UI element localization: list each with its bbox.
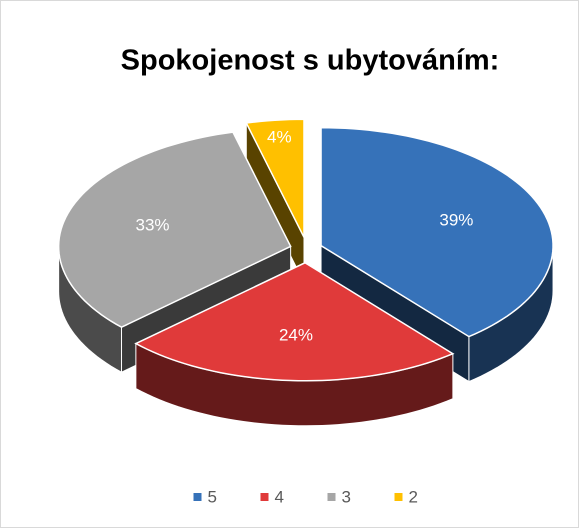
slice <box>245 118 305 238</box>
data-label: 24% <box>279 325 313 344</box>
data-label: 39% <box>439 210 473 229</box>
chart-title: Spokojenost s ubytováním: <box>121 45 500 77</box>
legend-swatch <box>327 493 336 501</box>
legend-label: 5 <box>208 487 217 506</box>
slice <box>57 131 292 329</box>
data-label: 33% <box>135 216 169 235</box>
legend-swatch <box>260 493 269 501</box>
legend-swatch <box>193 493 202 501</box>
data-label: 4% <box>267 127 292 146</box>
legend-label: 4 <box>275 487 284 506</box>
pie: 39% 24% 33% 4% <box>57 118 554 427</box>
slice <box>134 261 455 382</box>
legend-label: 2 <box>409 487 418 506</box>
legend: 5 4 3 2 <box>193 487 418 506</box>
legend-swatch <box>394 493 403 501</box>
slice <box>320 126 554 338</box>
legend-label: 3 <box>342 487 351 506</box>
